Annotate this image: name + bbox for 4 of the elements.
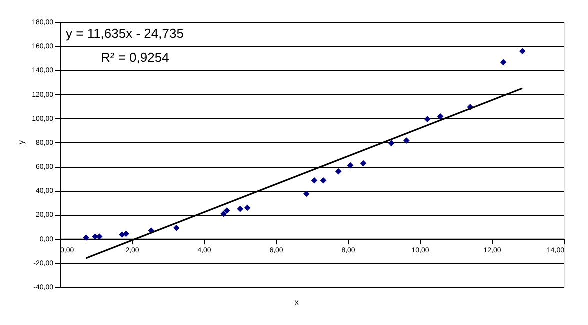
x-axis-title: x: [294, 298, 299, 307]
annotation: y = 11,635x - 24,735: [66, 26, 184, 41]
y-axis-title: y: [17, 140, 26, 144]
annotation: R² = 0,9254: [101, 50, 170, 65]
